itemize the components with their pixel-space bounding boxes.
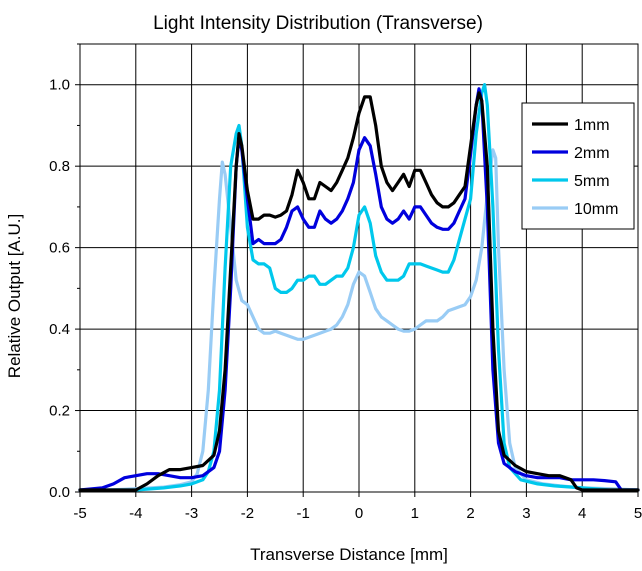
x-tick-label: -1	[297, 505, 310, 522]
x-tick-label: 0	[355, 505, 363, 522]
y-tick-label: 1.0	[49, 77, 70, 94]
x-tick-label: 1	[411, 505, 419, 522]
chart-title: Light Intensity Distribution (Transverse…	[153, 13, 483, 34]
y-axis-label: Relative Output [A.U.]	[5, 214, 24, 378]
x-tick-label: -4	[129, 505, 142, 522]
legend-label-1mm: 1mm	[574, 117, 610, 134]
x-tick-label: -2	[241, 505, 254, 522]
legend-label-10mm: 10mm	[574, 201, 618, 218]
series-line-2mm	[78, 87, 640, 492]
y-tick-label: 0.0	[49, 484, 70, 501]
x-tick-label: 3	[522, 505, 530, 522]
x-tick-label: 5	[634, 505, 642, 522]
legend: 1mm 2mm 5mm 10mm	[521, 102, 635, 230]
series-line-1mm	[78, 91, 640, 492]
y-tick-label: 0.6	[49, 240, 70, 257]
x-tick-label: 4	[578, 505, 586, 522]
y-tick-label: 0.2	[49, 403, 70, 420]
y-axis-ticks: 0.0 0.2 0.4 0.6 0.8 1.0	[49, 43, 80, 501]
legend-label-2mm: 2mm	[574, 145, 610, 162]
x-tick-label: 2	[466, 505, 474, 522]
y-tick-label: 0.4	[49, 321, 70, 338]
y-tick-label: 0.8	[49, 158, 70, 175]
x-tick-label: -3	[185, 505, 198, 522]
legend-label-5mm: 5mm	[574, 173, 610, 190]
series-layer	[78, 83, 640, 492]
x-tick-label: -5	[73, 505, 86, 522]
series-line-5mm	[78, 83, 640, 492]
x-axis-label: Transverse Distance [mm]	[250, 545, 448, 564]
x-axis-ticks: -5 -4 -3 -2 -1 0 1 2 3 4 5	[73, 492, 642, 522]
